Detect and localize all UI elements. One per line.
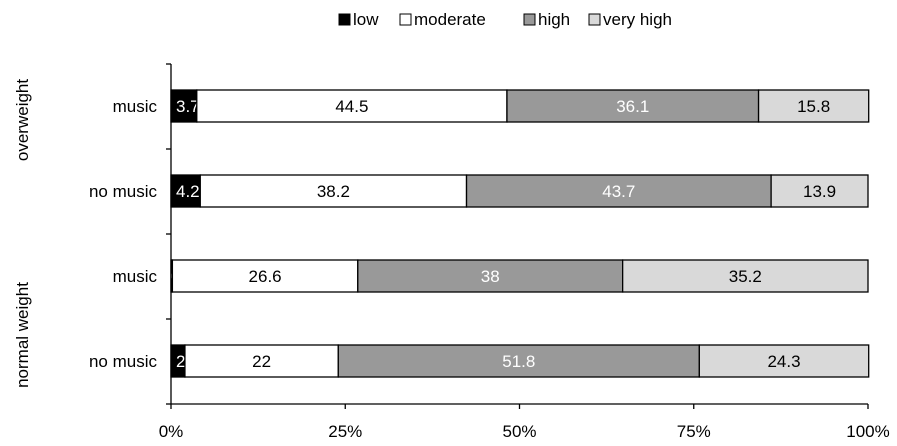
legend-label-1: moderate — [414, 10, 486, 29]
data-label-low-0: 3.7 — [176, 97, 200, 116]
data-label-very-high-3: 24.3 — [767, 352, 800, 371]
bar-moderate-0 — [196, 89, 508, 123]
bar-very-high-0 — [757, 89, 870, 123]
category-label-0: music — [113, 97, 158, 116]
data-label-moderate-3: 22 — [252, 352, 271, 371]
bar-very-high-1 — [770, 174, 869, 208]
legend-swatch-3 — [588, 13, 601, 26]
x-tick-label-4: 100% — [846, 422, 889, 441]
bar-high-2 — [357, 259, 624, 293]
legend-label-2: high — [538, 10, 570, 29]
legend-swatch-1 — [399, 13, 412, 26]
bar-moderate-2 — [171, 259, 359, 293]
bar-very-high-2 — [622, 259, 869, 293]
data-label-low-3: 2 — [176, 352, 185, 371]
legend-label-0: low — [353, 10, 379, 29]
bar-high-1 — [465, 174, 772, 208]
bar-moderate-1 — [199, 174, 468, 208]
bar-low-1 — [170, 174, 201, 208]
data-label-high-0: 36.1 — [616, 97, 649, 116]
data-label-very-high-1: 13.9 — [803, 182, 836, 201]
data-label-high-3: 51.8 — [502, 352, 535, 371]
category-label-1: no music — [89, 182, 158, 201]
x-tick-label-3: 75% — [677, 422, 711, 441]
data-label-moderate-0: 44.5 — [335, 97, 368, 116]
data-label-high-1: 43.7 — [602, 182, 635, 201]
legend-swatch-2 — [523, 13, 536, 26]
data-label-moderate-1: 38.2 — [317, 182, 350, 201]
bar-high-0 — [506, 89, 760, 123]
x-tick-label-2: 50% — [502, 422, 536, 441]
category-labels: music no music music no music — [89, 97, 158, 371]
data-label-very-high-0: 15.8 — [797, 97, 830, 116]
data-label-moderate-2: 26.6 — [249, 267, 282, 286]
bar-very-high-3 — [698, 344, 870, 378]
category-label-2: music — [113, 267, 158, 286]
x-tick-label-1: 25% — [328, 422, 362, 441]
bars: 3.744.536.115.84.238.243.713.90.226.6383… — [170, 89, 870, 378]
axes: 0% 25% 50% 75% 100% — [159, 63, 890, 441]
legend: low moderate high very high — [338, 10, 672, 29]
data-label-high-2: 38 — [481, 267, 500, 286]
group-label-0: overweight — [13, 79, 32, 161]
legend-label-3: very high — [603, 10, 672, 29]
group-labels: overweight normal weight — [13, 79, 32, 388]
x-tick-label-0: 0% — [159, 422, 184, 441]
legend-swatch-0 — [338, 13, 351, 26]
bar-high-3 — [337, 344, 700, 378]
data-label-low-1: 4.2 — [176, 182, 200, 201]
category-label-3: no music — [89, 352, 158, 371]
group-label-1: normal weight — [13, 282, 32, 388]
data-label-very-high-2: 35.2 — [729, 267, 762, 286]
